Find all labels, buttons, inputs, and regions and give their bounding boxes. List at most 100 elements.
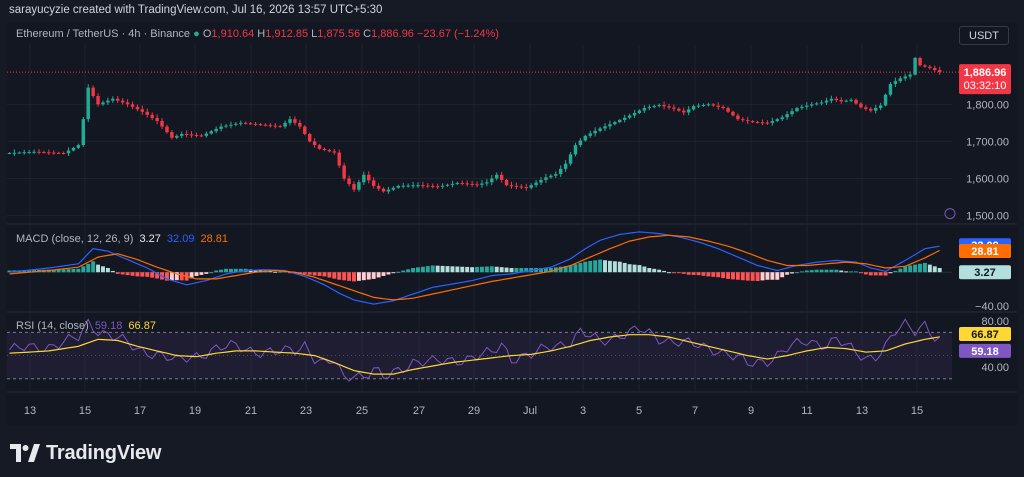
macd-histogram-bar [91,261,96,273]
candle-body [731,111,735,116]
candle-body [101,102,105,105]
candle-body [248,123,253,125]
rsi-legend[interactable]: RSI (14, close) 59.18 66.87 [16,320,156,332]
macd-histogram-bar [435,265,440,273]
macd-histogram-bar [632,264,637,273]
macd-histogram-bar [760,272,765,281]
macd-histogram-bar [150,272,155,278]
candle-body [120,100,125,103]
brand-logo[interactable]: TradingView [10,441,161,465]
candle-body [421,185,425,187]
macd-histogram-bar [780,272,785,278]
macd-line-value: 32.09 [166,233,195,245]
macd-histogram-bar [56,269,61,273]
x-tick-label: 19 [189,405,201,417]
candle-body [214,128,218,132]
macd-line [9,231,940,305]
candle-body [61,153,66,155]
candle-body [224,125,228,127]
candle-body [824,100,829,103]
candle-body [204,133,209,136]
candle-body [342,165,346,179]
close-label: C [363,28,372,40]
candle-body [701,104,706,106]
macd-histogram-bar [317,272,322,276]
top-bar: sarayucyzie created with TradingView.com… [0,0,1024,22]
candle-body [706,104,711,106]
chart-svg: 13 15 17 19 21 23 25 27 29 Jul 3 5 7 9 11 13 151,800.001… [7,23,1017,426]
candle-body [450,183,455,185]
macd-histogram-bar [622,262,627,273]
macd-histogram-bar [470,267,475,273]
candle-body [32,151,36,153]
macd-histogram-bar [863,272,868,275]
candle-body [937,70,942,73]
candle-body [716,105,720,107]
macd-histogram-bar [425,266,430,273]
macd-histogram-bar [588,261,593,273]
candle-body [160,121,164,127]
macd-histogram-bar [366,272,371,280]
candle-body [386,189,391,192]
macd-histogram-bar [253,270,258,273]
macd-histogram-bar [932,266,937,273]
macd-histogram-bar [603,260,607,273]
macd-histogram-bar [824,269,829,273]
y-tick-label: 1,600.00 [966,174,1009,186]
macd-histogram-bar [568,265,573,273]
macd-histogram-bar [105,268,110,273]
candle-body [814,103,819,105]
candle-body [27,152,31,154]
currency-button[interactable]: USDT [959,26,1009,45]
candle-body [578,140,583,146]
macd-histogram-bar [22,270,27,273]
candle-body [96,95,100,105]
macd-histogram-bar [711,272,716,277]
axis-layer: 13 15 17 19 21 23 25 27 29 Jul 3 5 7 9 11 13 15 1,800.00 1… [24,99,1009,417]
macd-signal-line [9,234,940,301]
macd-histogram-bar [740,272,745,281]
candle-body [381,188,386,192]
macd-legend[interactable]: MACD (close, 12, 26, 9) 3.27 32.09 28.81 [16,233,228,245]
chart-area[interactable]: 13 15 17 19 21 23 25 27 29 Jul 3 5 7 9 11 13 15 1,800.00 1… [7,23,1017,426]
macd-histogram-bar [913,264,918,273]
macd-histogram-bar [347,272,352,281]
candle-body [258,124,263,126]
macd-histogram-bar [854,271,858,273]
candle-body [268,125,273,127]
candle-body [71,147,76,151]
macd-histogram-bar [356,272,361,281]
x-tick-label: 7 [692,405,698,417]
candle-body [485,182,489,184]
x-tick-label: Jul [523,405,537,417]
candle-body [337,152,341,166]
candle-body [293,119,297,123]
macd-histogram-bar [918,263,922,273]
candle-body [332,151,337,153]
candle-body [56,152,61,154]
macd-histogram-bar [834,269,839,273]
symbol-name[interactable]: Ethereum / TetherUS · 4h · Binance [16,28,191,40]
macd-histogram-bar [81,266,86,273]
candle-body [273,125,277,127]
alert-marker-icon [944,208,956,220]
candle-body [637,110,642,113]
symbol-legend: Ethereum / TetherUS · 4h · Binance ● O1,… [16,28,499,40]
macd-histogram-bar [858,272,863,274]
macd-histogram-bar [726,272,731,279]
candle-body [22,152,26,154]
macd-histogram-bar [381,272,386,276]
macd-histogram-bar [430,265,435,273]
macd-histogram-bar [814,269,819,273]
macd-histogram-bar [327,272,332,278]
macd-histogram-bar [701,272,706,276]
macd-histogram-bar [598,259,603,273]
histogram-value-badge-bg [959,265,1011,280]
candle-body [711,104,716,106]
candle-body [509,185,514,187]
candle-body [111,98,115,101]
candle-body [618,119,622,123]
macd-histogram-bar [696,272,701,276]
macd-histogram-bar [667,272,671,274]
candle-body [534,182,538,186]
